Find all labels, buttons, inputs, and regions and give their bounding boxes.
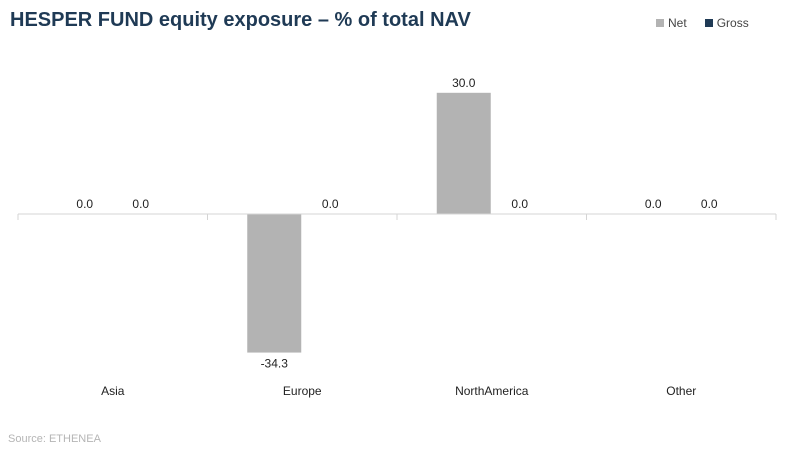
legend-label-net: Net — [668, 16, 687, 30]
legend-label-gross: Gross — [716, 16, 749, 30]
legend-swatch-gross — [704, 19, 713, 27]
legend: Net Gross — [656, 16, 749, 30]
data-label-net-europe: -34.3 — [261, 357, 289, 371]
source-note: Source: ETHENEA — [8, 433, 101, 445]
data-label-net-northamerica: 30.0 — [452, 76, 476, 90]
data-label-gross-europe: 0.0 — [322, 197, 339, 211]
data-label-net-other: 0.0 — [645, 197, 662, 211]
bar-net-northamerica — [436, 92, 491, 214]
legend-item-gross: Gross — [704, 16, 749, 30]
category-label-northamerica: NorthAmerica — [455, 384, 529, 398]
legend-swatch-net — [656, 19, 664, 27]
data-label-gross-northamerica: 0.0 — [511, 197, 528, 211]
legend-item-net: Net — [656, 16, 687, 30]
data-label-net-asia: 0.0 — [76, 197, 93, 211]
bar-net-europe — [247, 214, 302, 353]
category-label-europe: Europe — [283, 384, 322, 398]
category-label-other: Other — [666, 384, 696, 398]
chart-title: HESPER FUND equity exposure – % of total… — [10, 9, 471, 31]
data-label-gross-asia: 0.0 — [132, 197, 149, 211]
data-label-gross-other: 0.0 — [701, 197, 718, 211]
category-label-asia: Asia — [101, 384, 125, 398]
